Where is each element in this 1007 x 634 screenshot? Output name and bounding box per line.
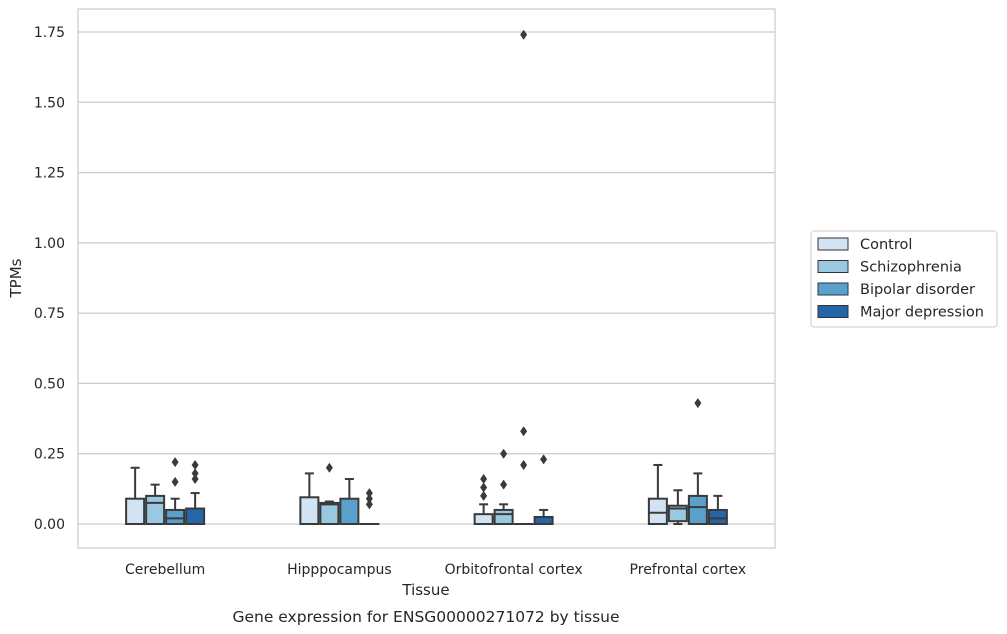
y-tick-label: 0.00 bbox=[34, 517, 65, 533]
legend-label: Major depression bbox=[860, 305, 984, 321]
box-body bbox=[165, 508, 186, 526]
category-group bbox=[299, 462, 380, 526]
box-control bbox=[299, 472, 320, 526]
x-tick-label: Prefrontal cortex bbox=[630, 562, 747, 578]
box-schizophrenia bbox=[319, 462, 340, 525]
figure-caption: Gene expression for ENSG00000271072 by t… bbox=[232, 608, 619, 626]
legend-label: Bipolar disorder bbox=[860, 282, 975, 298]
box-schizophrenia bbox=[493, 448, 514, 526]
x-tick-labels: Cerebellum Hipppocampus Orbitofrontal cort… bbox=[125, 562, 746, 578]
box-schizophrenia bbox=[145, 483, 166, 525]
y-axis-title: TPMs bbox=[7, 258, 25, 298]
box-body bbox=[493, 508, 514, 526]
box-bipolar-disorder bbox=[687, 398, 708, 525]
box-body bbox=[125, 497, 146, 525]
outlier-point bbox=[540, 454, 548, 465]
box-body bbox=[687, 494, 708, 525]
x-axis-title: Tissue bbox=[401, 581, 449, 599]
box-major-depression bbox=[185, 459, 206, 525]
outlier-point bbox=[520, 426, 528, 437]
y-tick-label: 1.50 bbox=[34, 95, 65, 111]
box-body bbox=[647, 497, 668, 525]
legend-label: Schizophrenia bbox=[860, 260, 962, 276]
y-tick-label: 1.00 bbox=[34, 236, 65, 252]
box-major-depression bbox=[707, 494, 728, 526]
outlier-point bbox=[500, 479, 508, 490]
x-tick-label: Orbitofrontal cortex bbox=[445, 562, 583, 578]
outlier-point bbox=[694, 398, 702, 409]
box-bipolar-disorder bbox=[513, 29, 534, 526]
y-tick-label: 0.75 bbox=[34, 306, 65, 322]
outlier-point bbox=[365, 499, 373, 510]
box-control bbox=[647, 463, 668, 525]
legend-frame bbox=[810, 230, 998, 328]
category-group bbox=[473, 29, 554, 526]
outlier-point bbox=[480, 490, 488, 501]
box-body bbox=[533, 515, 554, 526]
box-body bbox=[319, 501, 340, 525]
box-body bbox=[473, 513, 494, 525]
box-body bbox=[299, 496, 320, 526]
outlier-point bbox=[500, 448, 508, 459]
legend-swatch bbox=[817, 282, 849, 296]
box-body bbox=[667, 504, 688, 523]
gridlines bbox=[78, 31, 775, 525]
box-bipolar-disorder bbox=[165, 457, 186, 526]
y-tick-label: 1.75 bbox=[34, 25, 65, 41]
legend-swatch bbox=[817, 237, 849, 251]
box-control bbox=[125, 466, 146, 525]
box-body bbox=[707, 508, 728, 526]
outlier-point bbox=[365, 493, 373, 504]
outlier-point bbox=[325, 462, 333, 473]
y-tick-label: 0.25 bbox=[34, 447, 65, 463]
box-body bbox=[145, 494, 166, 525]
outlier-point bbox=[365, 488, 373, 499]
box-schizophrenia bbox=[667, 489, 688, 525]
box-major-depression bbox=[533, 454, 554, 526]
legend-label: Control bbox=[860, 237, 912, 253]
outlier-point bbox=[520, 29, 528, 40]
outlier-point bbox=[171, 476, 179, 487]
legend-items: Control Schizophrenia Bipolar disorder Majo… bbox=[817, 237, 984, 321]
outlier-point bbox=[191, 474, 199, 485]
plot-frame bbox=[77, 8, 776, 549]
box-groups bbox=[125, 29, 728, 526]
y-tick-label: 0.50 bbox=[34, 376, 65, 392]
outlier-point bbox=[520, 459, 528, 470]
box-major-depression bbox=[359, 488, 380, 526]
x-tick-label: Cerebellum bbox=[125, 562, 205, 578]
outlier-point bbox=[171, 457, 179, 468]
x-tick-label: Hipppocampus bbox=[287, 562, 392, 578]
box-control bbox=[473, 474, 494, 525]
y-tick-labels: 0.00 0.25 0.50 0.75 1.00 1.25 1.50 1.75 bbox=[34, 25, 65, 533]
legend-swatch bbox=[817, 305, 849, 318]
box-bipolar-disorder bbox=[339, 478, 360, 525]
box-body bbox=[339, 497, 360, 525]
box-body bbox=[185, 507, 206, 525]
category-group bbox=[647, 398, 728, 526]
legend-swatch bbox=[817, 260, 849, 273]
outlier-point bbox=[191, 459, 199, 470]
category-group bbox=[125, 457, 206, 526]
legend: Control Schizophrenia Bipolar disorder Majo… bbox=[810, 230, 998, 328]
y-tick-label: 1.25 bbox=[34, 166, 65, 182]
outlier-point bbox=[480, 474, 488, 485]
outlier-point bbox=[480, 482, 488, 493]
outlier-point bbox=[191, 468, 199, 479]
